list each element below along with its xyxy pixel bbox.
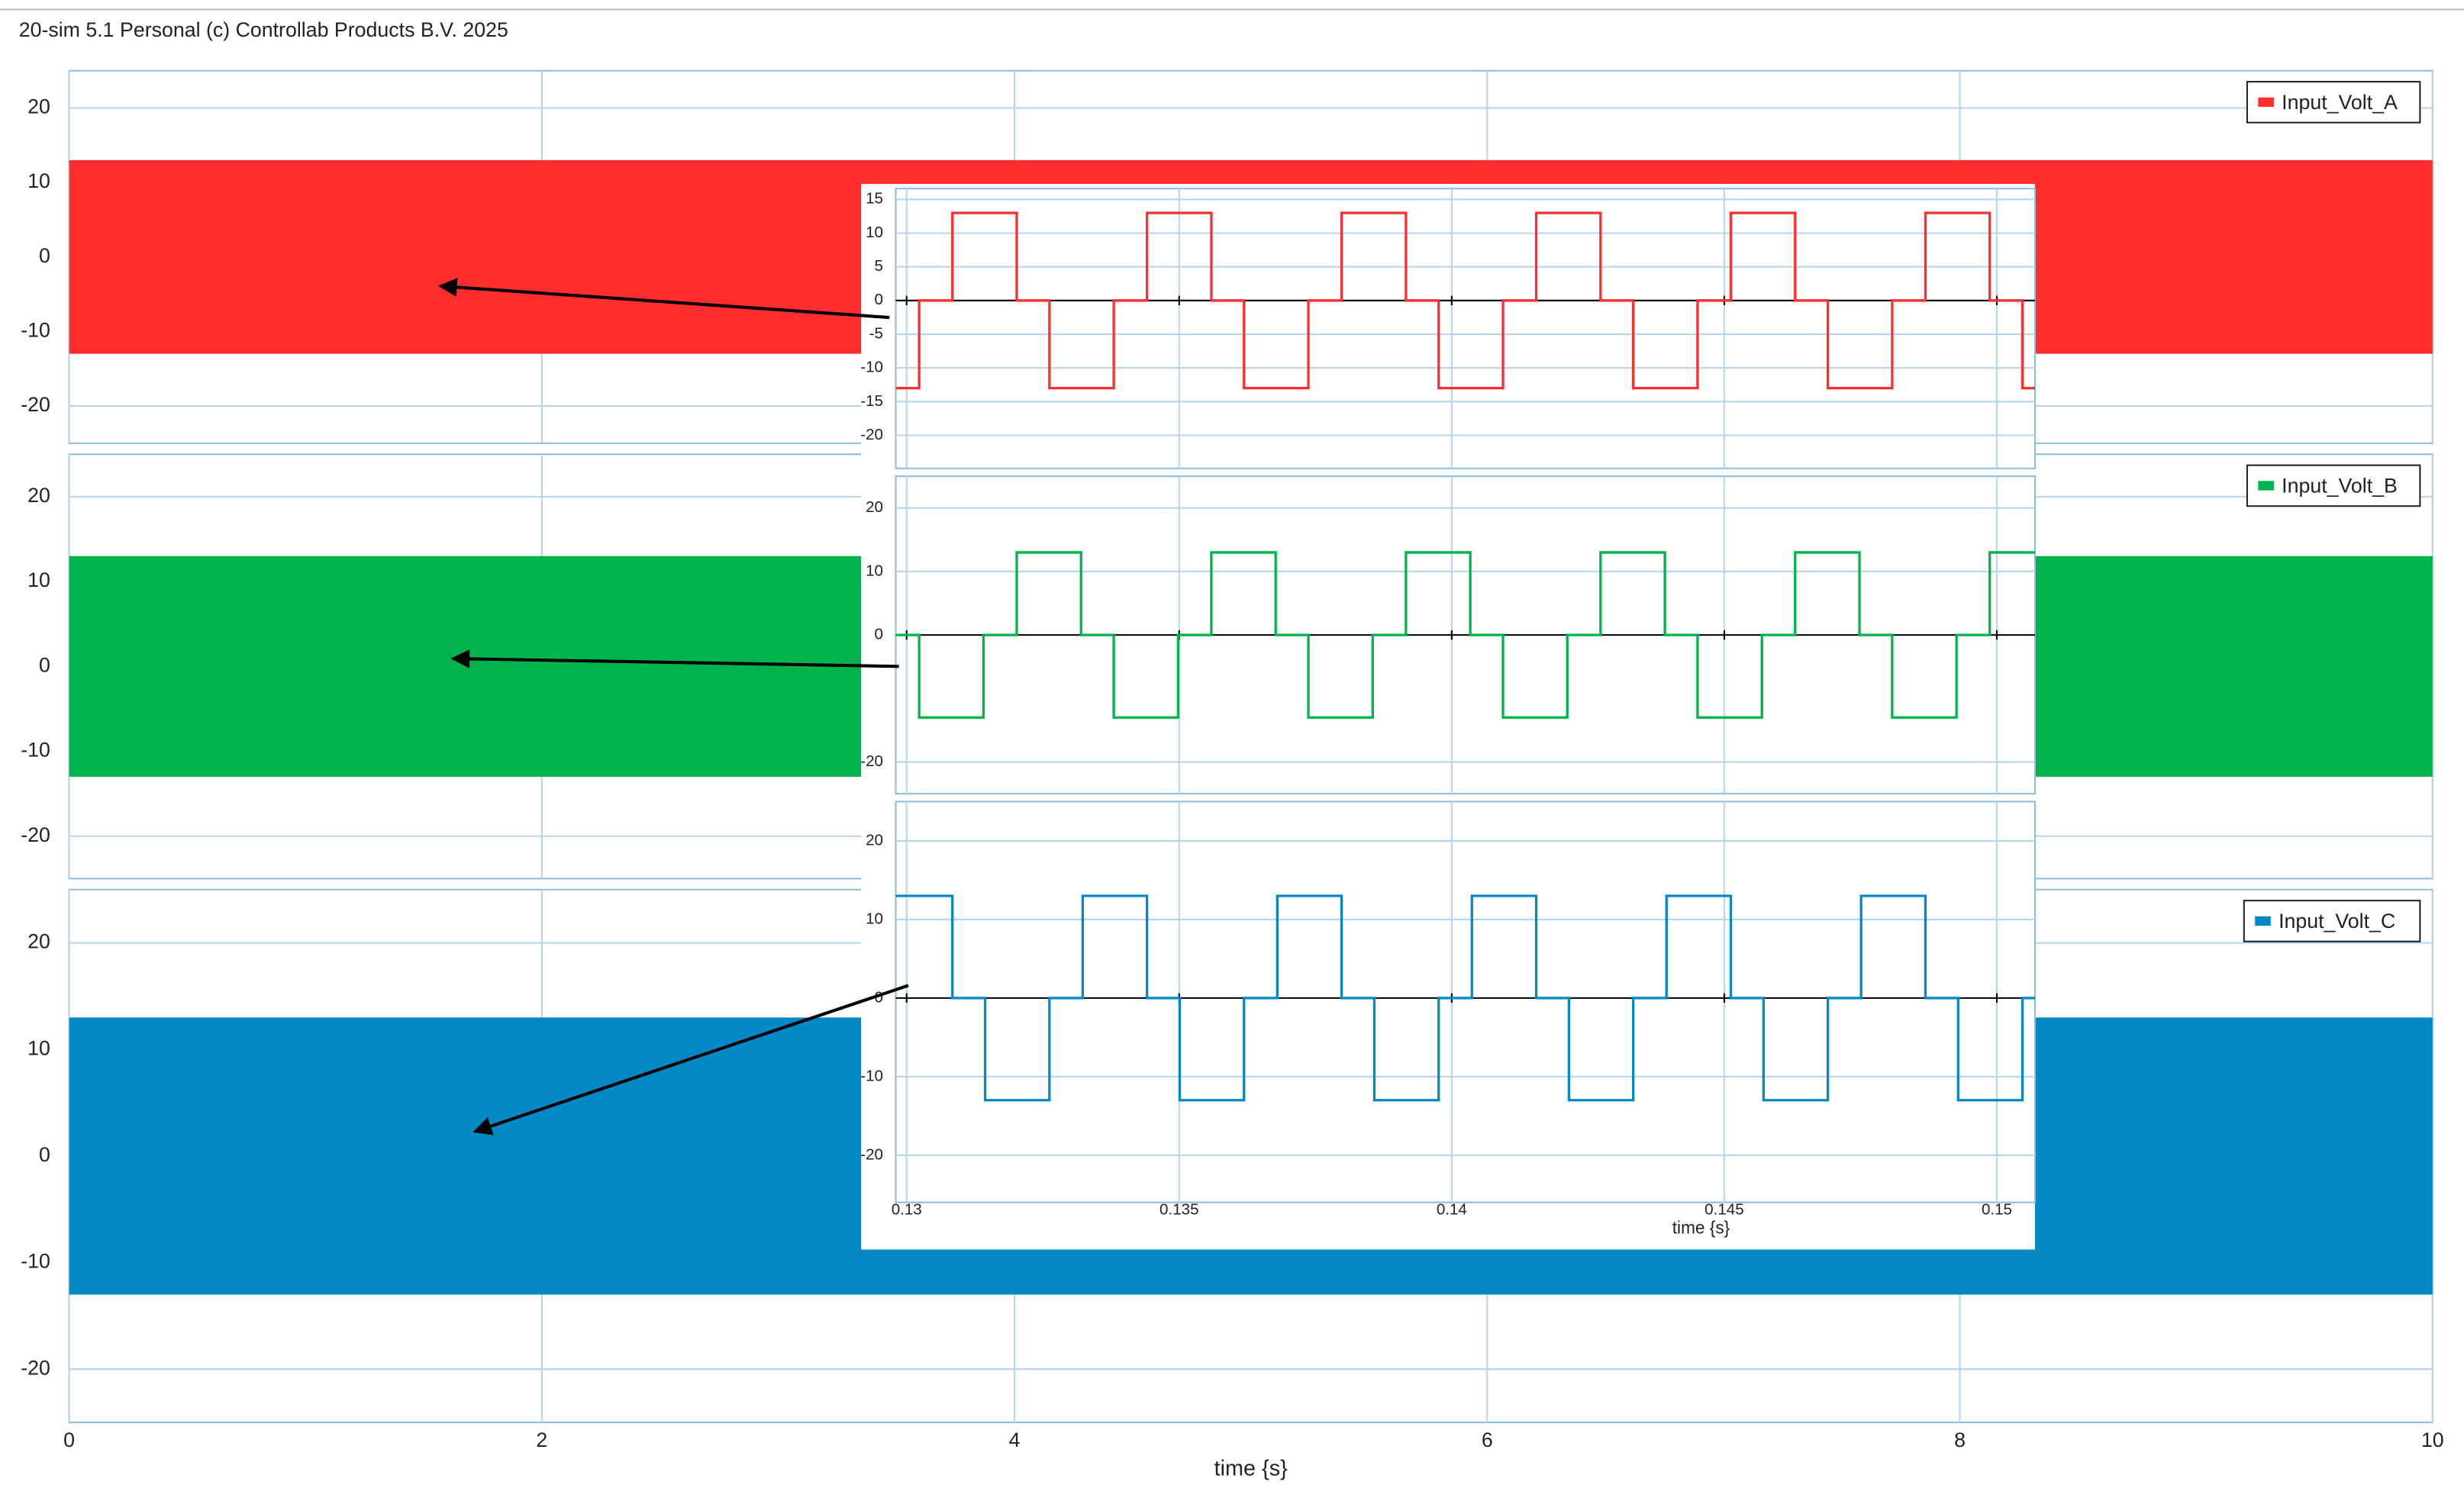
plot-area [895,800,2037,1203]
x-tick-label: 10 [2421,1429,2444,1451]
arrows [437,278,909,1135]
y-tick-label: -10 [21,1250,50,1273]
x-tick-label: 0.15 [1982,1200,2012,1218]
signal-line [895,211,2035,390]
y-tick-label: 20 [27,95,50,118]
y-tick-label: 20 [866,831,883,849]
y-tick-label: -20 [860,426,883,443]
y-tick-label: -20 [21,393,50,416]
y-tick-label: -15 [860,392,883,410]
y-tick-label: -10 [860,1067,883,1084]
legend-swatch [2258,481,2274,491]
legend-box [2246,81,2421,124]
y-tick-label: 10 [27,169,50,192]
y-tick-label: -5 [869,324,883,342]
legend-label: Input_Volt_B [2282,475,2398,498]
y-tick-label: 20 [866,498,883,516]
y-tick-label: 0 [875,291,883,308]
x-tick-label: 4 [1009,1429,1021,1451]
legend-swatch [2255,916,2271,926]
y-tick-label: 0 [39,1143,50,1166]
legend-label: Input_Volt_A [2282,91,2398,114]
y-tick-label: 10 [27,1036,50,1059]
y-tick-label: -20 [860,1145,883,1163]
y-tick-label: 0 [39,653,50,676]
y-tick-label: 20 [27,484,50,507]
y-tick-label: -10 [21,739,50,762]
y-tick-label: -10 [21,318,50,341]
legend-box [2246,464,2421,507]
legend-box [2243,900,2421,942]
arrow [450,649,899,668]
y-tick-label: 5 [875,257,883,275]
y-tick-label: 0 [875,626,883,643]
x-axis-label: time {s} [1672,1218,1730,1238]
y-tick-label: -10 [860,359,883,376]
x-tick-label: 0.145 [1704,1200,1743,1218]
x-axis-label: time {s} [1214,1456,1288,1480]
y-tick-label: -20 [21,1356,50,1379]
legend-swatch [2258,97,2274,108]
arrow [472,984,909,1135]
y-tick-label: -20 [21,823,50,846]
x-tick-label: 6 [1482,1429,1493,1451]
x-tick-label: 0 [63,1429,75,1451]
x-tick-label: 0.14 [1437,1200,1467,1218]
y-tick-label: 10 [866,910,883,927]
x-tick-label: 0.13 [892,1200,922,1218]
zoom-inset: 15 10 5 0 -5 -10 -15 -20 20 10 0 -20 0.13 0.135 0.14 0.… [860,183,2037,1250]
x-tick-label: 2 [536,1429,547,1451]
y-tick-label: 15 [866,190,883,208]
y-tick-label: 0 [39,244,50,267]
plot-area [895,188,2037,469]
x-tick-label: 8 [1954,1429,1966,1451]
y-tick-label: 0 [875,988,883,1006]
signal-line [895,551,2035,719]
signal-line [895,894,2035,1102]
y-tick-label: 10 [866,562,883,579]
y-tick-label: 10 [27,569,50,591]
y-tick-label: -20 [860,752,883,770]
y-tick-label: 20 [27,930,50,953]
window-title: 20-sim 5.1 Personal (c) Controllab Produ… [19,18,508,41]
arrow [437,278,890,320]
y-tick-label: 10 [866,224,883,241]
legend-label: Input_Volt_C [2279,910,2395,932]
x-tick-label: 0.135 [1159,1200,1198,1218]
